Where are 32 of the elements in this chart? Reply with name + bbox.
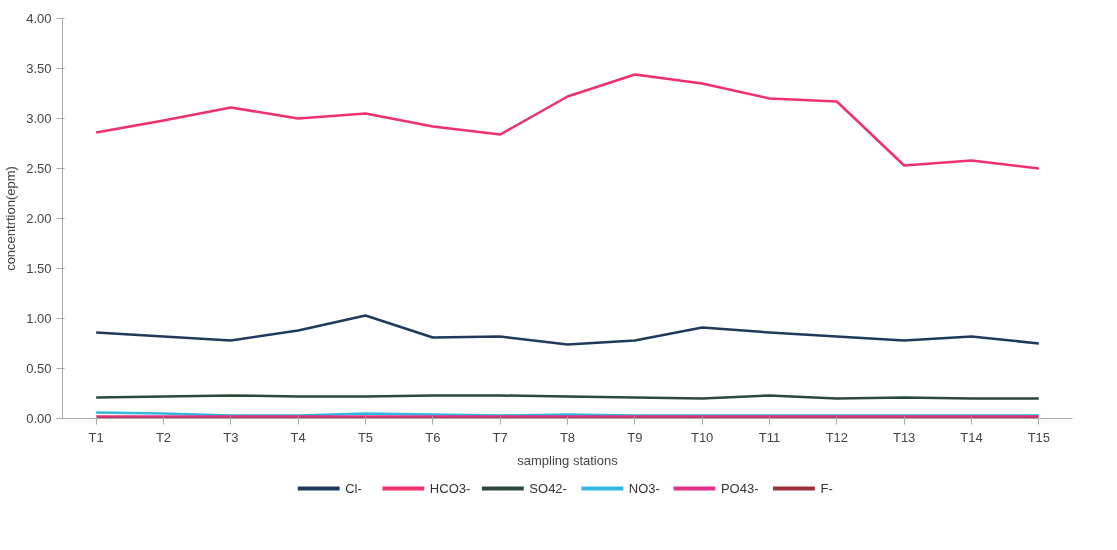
legend-label: NO3- (628, 481, 660, 496)
x-tick-label: T3 (223, 429, 239, 445)
legend-label: PO43- (720, 481, 759, 496)
x-tick-label: T2 (155, 429, 172, 445)
x-axis-title: sampling stations (517, 452, 619, 468)
x-tick-label: T1 (88, 429, 104, 445)
legend-label: Cl- (345, 481, 362, 496)
y-tick-label: 4.00 (26, 11, 52, 26)
x-tick-label: T4 (290, 429, 306, 445)
x-tick-label: T8 (559, 429, 576, 445)
x-tick-label: T9 (627, 429, 643, 445)
x-tick-label: T15 (1027, 429, 1051, 445)
y-axis-title: concentrtion(epm) (3, 166, 19, 271)
x-tick-label: T11 (758, 429, 781, 445)
x-tick-label: T14 (960, 429, 983, 445)
legend-label: HCO3- (429, 481, 471, 496)
y-tick-label: 2.50 (26, 161, 52, 176)
x-tick-label: T6 (425, 429, 441, 445)
legend-label: F- (820, 481, 833, 496)
x-tick-label: T7 (492, 429, 508, 445)
y-tick-label: 0.00 (26, 411, 52, 426)
x-tick-label: T5 (357, 429, 374, 445)
x-tick-label: T13 (892, 429, 916, 445)
y-tick-label: 1.50 (26, 261, 52, 276)
y-tick-label: 0.50 (26, 361, 52, 376)
x-tick-label: T12 (825, 429, 849, 445)
legend-label: SO42- (529, 481, 567, 496)
y-tick-label: 2.00 (26, 211, 52, 226)
y-tick-label: 1.00 (26, 311, 52, 326)
y-tick-label: 3.00 (26, 111, 52, 126)
x-tick-label: T10 (690, 429, 714, 445)
y-tick-label: 3.50 (26, 61, 52, 76)
